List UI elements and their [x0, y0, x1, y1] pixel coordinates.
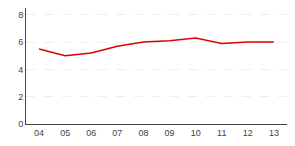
svg-text:08: 08 [138, 128, 148, 138]
svg-text:11: 11 [217, 128, 226, 138]
svg-text:0: 0 [18, 119, 23, 129]
svg-text:10: 10 [191, 128, 201, 138]
svg-text:13: 13 [269, 128, 279, 138]
svg-text:06: 06 [86, 128, 96, 138]
svg-text:05: 05 [60, 128, 70, 138]
svg-text:4: 4 [18, 65, 23, 75]
svg-text:8: 8 [18, 10, 23, 20]
svg-text:07: 07 [112, 128, 122, 138]
svg-text:6: 6 [18, 37, 23, 47]
svg-text:2: 2 [18, 92, 23, 102]
svg-text:09: 09 [165, 128, 175, 138]
svg-text:12: 12 [243, 128, 253, 138]
svg-text:04: 04 [34, 128, 44, 138]
